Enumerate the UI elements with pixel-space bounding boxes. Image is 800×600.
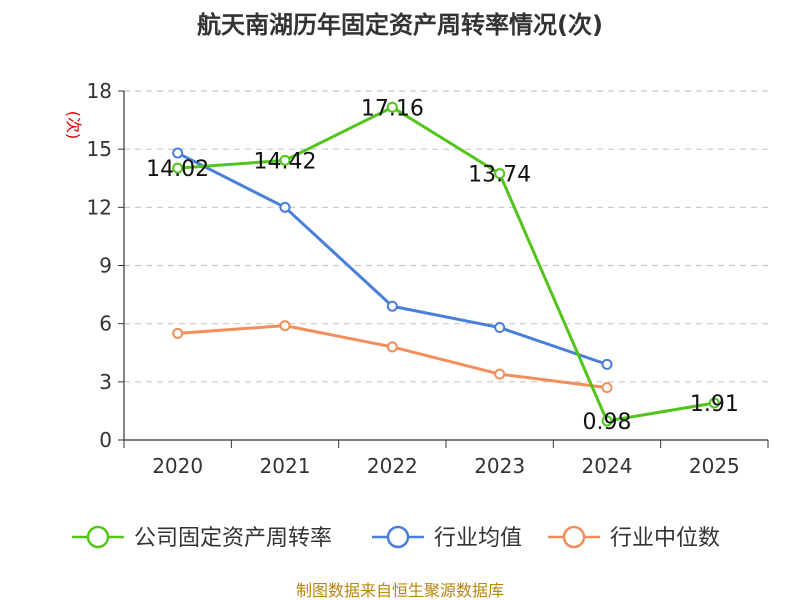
source-note: 制图数据来自恒生聚源数据库 <box>296 581 504 600</box>
y-axis-label: (次) <box>64 111 83 140</box>
x-tick-label: 2024 <box>582 454 633 478</box>
x-tick-label: 2021 <box>260 454 311 478</box>
legend: 公司固定资产周转率 行业均值 行业中位数 <box>72 525 720 551</box>
data-point <box>601 415 613 427</box>
data-label: 14.02 <box>146 157 209 182</box>
legend-item: 行业中位数 <box>548 525 720 551</box>
series-line <box>177 324 608 390</box>
data-point <box>172 162 184 174</box>
data-point <box>494 368 506 380</box>
data-label: 14.42 <box>254 149 317 174</box>
legend-marker <box>386 525 410 549</box>
data-point <box>279 201 291 213</box>
series-line <box>177 105 715 423</box>
data-point <box>172 327 184 339</box>
series-layer <box>172 101 720 427</box>
data-point <box>708 397 720 409</box>
data-point <box>386 300 398 312</box>
data-labels: 14.02 14.42 17.16 13.74 0.98 1.91 <box>146 96 739 435</box>
data-point <box>172 147 184 159</box>
data-point <box>386 341 398 353</box>
data-label: 13.74 <box>468 163 531 188</box>
y-tick-label: 9 <box>99 254 112 278</box>
data-point <box>494 322 506 334</box>
data-point <box>601 358 613 370</box>
y-tick-label: 12 <box>87 195 112 219</box>
data-label: 17.16 <box>361 96 424 121</box>
data-point <box>279 154 291 166</box>
data-point <box>494 168 506 180</box>
x-tick-label: 2020 <box>152 454 203 478</box>
data-label: 0.98 <box>583 410 632 435</box>
data-point <box>279 320 291 332</box>
y-tick-label: 6 <box>99 312 112 336</box>
x-tick-label: 2025 <box>689 454 740 478</box>
series-0 <box>172 101 720 427</box>
y-tick-label: 0 <box>99 428 112 452</box>
series-1 <box>172 147 613 370</box>
legend-item: 公司固定资产周转率 <box>72 525 332 551</box>
data-point <box>386 101 398 113</box>
legend-item: 行业均值 <box>372 525 522 551</box>
legend-label: 公司固定资产周转率 <box>134 526 332 551</box>
chart-title: 航天南湖历年固定资产周转率情况(次) <box>197 11 603 39</box>
series-2 <box>172 320 613 394</box>
axes: 0 3 6 9 12 15 18 2020 2021 2022 2023 2024 2025 <box>87 79 769 478</box>
legend-label: 行业均值 <box>434 526 522 551</box>
data-point <box>601 382 613 394</box>
y-tick-label: 15 <box>87 137 112 161</box>
series-line <box>176 151 608 366</box>
x-tick-label: 2022 <box>367 454 418 478</box>
legend-marker <box>86 525 110 549</box>
legend-marker <box>562 525 586 549</box>
y-tick-label: 3 <box>99 370 112 394</box>
y-tick-label: 18 <box>87 79 112 103</box>
legend-label: 行业中位数 <box>610 526 720 551</box>
grid-lines <box>124 90 768 383</box>
x-tick-label: 2023 <box>474 454 525 478</box>
data-label: 1.91 <box>690 392 739 417</box>
